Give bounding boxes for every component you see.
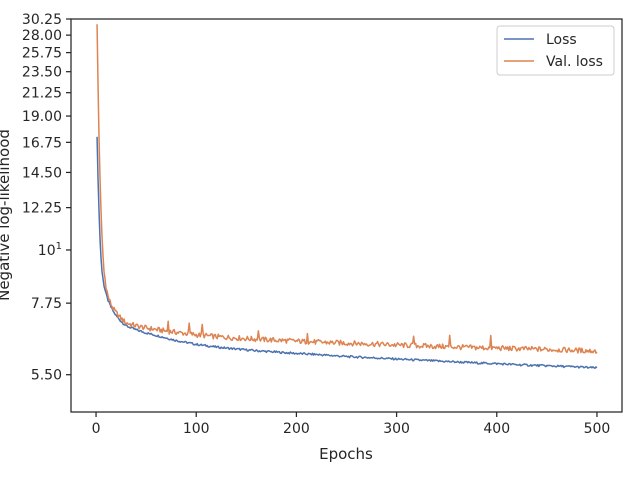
x-tick-label: 0 [92,421,101,437]
plot-frame [70,18,623,413]
y-tick-label: 30.25 [22,12,62,28]
x-tick-label: 500 [584,421,611,437]
series-layer [96,24,598,370]
series-line-loss [96,136,598,370]
y-tick-label: 12.25 [22,201,62,217]
y-tick-label: 21.25 [22,86,62,102]
y-axis-ticks: 5.50 7.75 101 12.25 14.50 16.75 19.00 21.25 23.5… [22,12,71,384]
y-tick-label: 25.75 [22,46,62,62]
y-tick-label: 23.50 [22,65,62,81]
y-axis-label: Negative log-likelihood [0,129,13,301]
series-line-val-loss [96,24,598,354]
x-tick-label: 100 [183,421,210,437]
y-tick-label: 101 [38,241,62,259]
x-axis-label: Epochs [319,445,373,463]
x-tick-label: 300 [383,421,410,437]
legend-label-loss: Loss [546,32,577,48]
x-tick-label: 200 [283,421,310,437]
legend: Loss Val. loss [496,25,615,76]
y-tick-label: 14.50 [22,165,62,181]
x-axis-ticks: 0 100 200 300 400 500 [92,412,611,437]
y-tick-label: 7.75 [31,296,62,312]
y-tick-label: 5.50 [31,368,62,384]
legend-label-val-loss: Val. loss [546,54,603,70]
y-tick-label: 19.00 [22,109,62,125]
x-tick-label: 400 [483,421,510,437]
y-tick-label: 16.75 [22,135,62,151]
y-tick-label: 28.00 [22,28,62,44]
